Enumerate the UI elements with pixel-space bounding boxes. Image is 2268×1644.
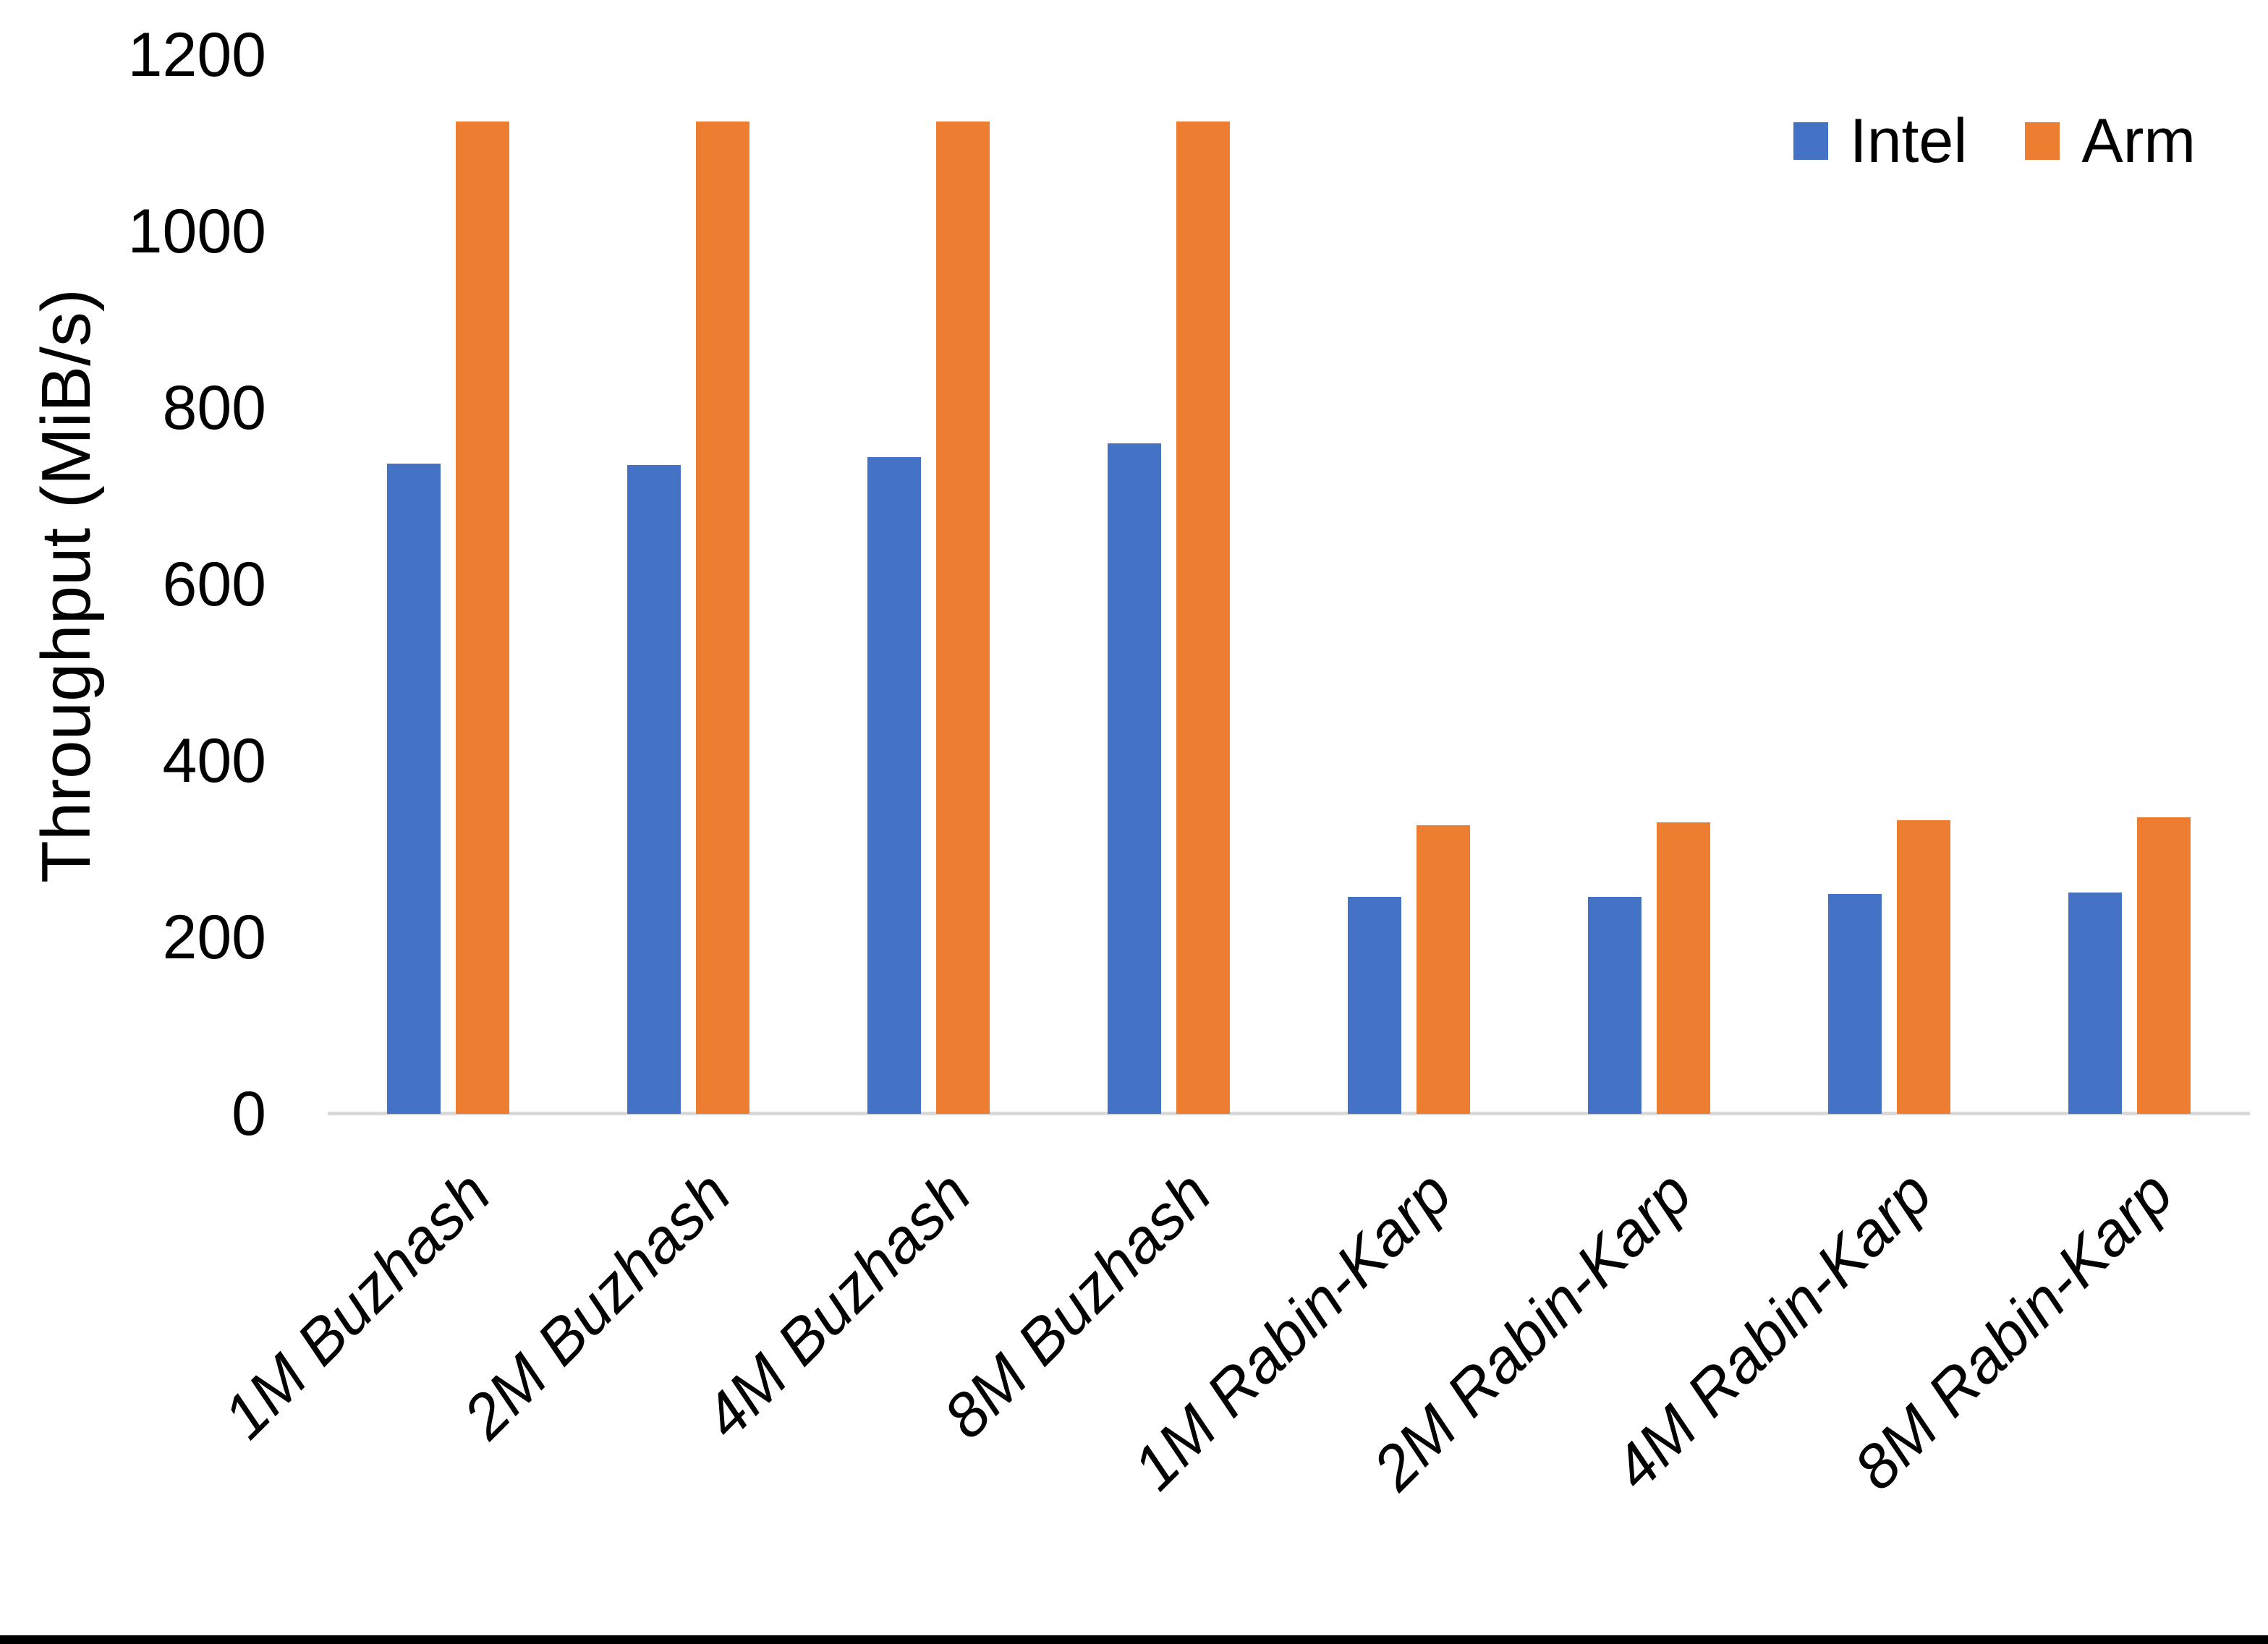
bar-intel-1m-rabin-karp (1348, 896, 1402, 1114)
bar-arm-2m-buzhash (695, 121, 749, 1114)
legend-label-arm: Arm (2081, 106, 2196, 176)
legend-swatch-arm (2025, 122, 2060, 160)
bar-intel-2m-buzhash (627, 465, 681, 1114)
bar-intel-8m-buzhash (1107, 443, 1161, 1114)
bar-intel-4m-buzhash (867, 457, 921, 1114)
bar-arm-2m-rabin-karp (1657, 822, 1711, 1114)
legend-item-intel: Intel (1793, 106, 1968, 176)
legend-swatch-intel (1793, 122, 1828, 160)
y-tick-label-400: 400 (162, 726, 267, 796)
legend-item-arm: Arm (2025, 110, 2196, 172)
y-tick-label-200: 200 (162, 903, 267, 972)
y-tick-label-600: 600 (162, 550, 267, 619)
bar-arm-4m-buzhash (935, 121, 990, 1114)
y-tick-label-0: 0 (232, 1079, 266, 1149)
bar-arm-1m-buzhash (455, 121, 509, 1114)
x-axis-line (328, 1112, 2250, 1115)
bar-intel-1m-buzhash (386, 463, 441, 1114)
bar-intel-4m-rabin-karp (1828, 894, 1882, 1114)
bar-intel-2m-rabin-karp (1588, 896, 1642, 1114)
legend: Intel Arm (1793, 110, 2196, 172)
bar-intel-8m-rabin-karp (2068, 892, 2123, 1114)
legend-label-intel: Intel (1849, 106, 1968, 176)
bottom-border (0, 1635, 2268, 1644)
y-tick-label-1200: 1200 (127, 20, 266, 90)
bar-arm-4m-rabin-karp (1897, 819, 1951, 1114)
y-tick-label-1000: 1000 (127, 197, 266, 266)
y-tick-label-800: 800 (162, 373, 267, 443)
bar-arm-8m-buzhash (1176, 121, 1230, 1114)
bar-arm-8m-rabin-karp (2137, 817, 2191, 1114)
bar-arm-1m-rabin-karp (1417, 825, 1471, 1114)
